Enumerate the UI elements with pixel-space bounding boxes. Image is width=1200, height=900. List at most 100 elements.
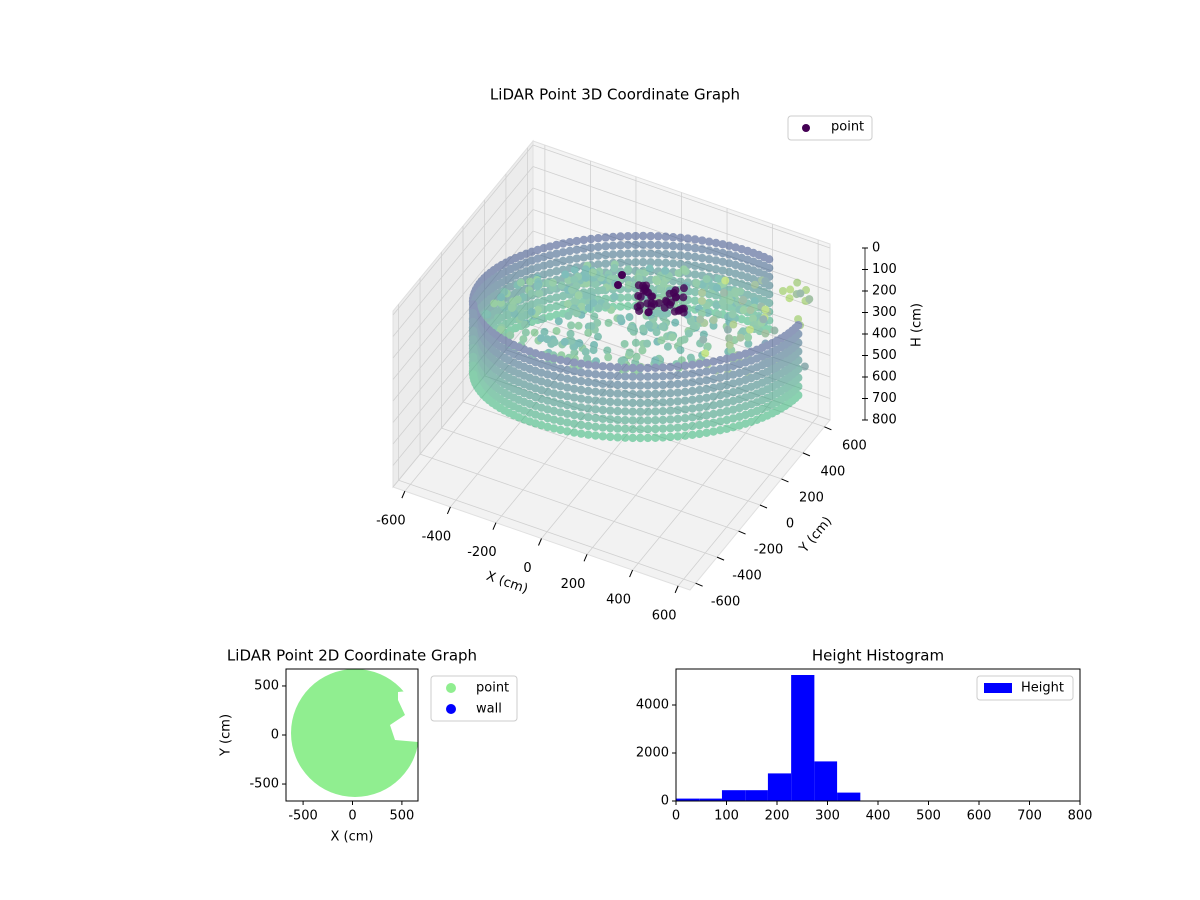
cloud-dot [651, 407, 660, 416]
cloud-dot [699, 335, 708, 344]
cloud-dot [658, 398, 668, 407]
cloud-dot [549, 380, 559, 389]
cloud-dot [715, 408, 725, 417]
cloud-dot [556, 390, 565, 400]
cloud-dot [711, 247, 721, 256]
cloud-dot [724, 267, 734, 277]
cloud-dot [728, 414, 738, 423]
tick-mark [492, 522, 497, 530]
cloud-dot [722, 424, 731, 433]
cloud-dot [564, 311, 573, 320]
cloud-dot [728, 352, 738, 362]
cloud-dot [570, 275, 579, 284]
cloud-dot [709, 383, 718, 392]
tick-mark [695, 582, 703, 587]
cloud-dot [591, 413, 600, 423]
cloud-dot [584, 430, 593, 439]
cloud-dot [591, 387, 600, 396]
cloud-dot [723, 325, 732, 334]
cloud-dot [651, 381, 660, 390]
cloud-dot [722, 407, 731, 416]
cloud-dot [667, 298, 676, 307]
cloud-dot [563, 427, 572, 436]
tick-mark [629, 569, 634, 578]
cloud-dot [701, 349, 710, 358]
legend-label: wall [476, 702, 502, 717]
bar [837, 792, 861, 801]
grid-line [532, 166, 831, 270]
grid-line [392, 166, 534, 337]
cloud-dot [598, 414, 608, 423]
cloud-dot [572, 309, 581, 318]
cloud-dot [623, 231, 633, 241]
y-tick-label: 600 [842, 438, 867, 453]
cloud-dot [549, 415, 559, 424]
bar [721, 790, 746, 801]
cloud-dot [683, 243, 693, 252]
cloud-dot [709, 392, 718, 401]
y-tick-label: 400 [821, 464, 846, 479]
cloud-dot [496, 298, 505, 307]
bar [676, 798, 700, 801]
axes-hist: 0 100 200 300 400 500 600 700 800 0 2000 4000 Height [636, 668, 1092, 824]
cloud-dot [550, 338, 559, 347]
cloud-dot [684, 329, 693, 338]
cloud-dot [736, 333, 745, 342]
cloud-dot [628, 363, 637, 373]
cloud-dot [709, 418, 718, 427]
x-tick-label: 0 [523, 561, 531, 576]
cloud-dot [586, 243, 596, 252]
cloud-dot [711, 291, 721, 300]
cloud-dot [680, 387, 690, 397]
z-axis-label: H (cm) [910, 303, 925, 347]
cloud-dot [594, 251, 603, 260]
tick-mark [446, 506, 451, 515]
cloud-dot [604, 353, 613, 362]
cloud-dot [545, 303, 555, 312]
cloud-dot [645, 264, 654, 273]
cloud-dot [690, 270, 700, 279]
cloud-dot [695, 412, 704, 421]
cloud-dot [576, 359, 586, 368]
cloud-dot [628, 424, 637, 434]
cloud-dot [628, 389, 637, 399]
cloud-dot [661, 241, 670, 250]
cloud-dot [658, 380, 668, 390]
z-tick-label: 800 [872, 413, 897, 428]
cloud-dot [666, 415, 675, 424]
legend-box [787, 115, 873, 141]
cloud-dot [715, 356, 725, 365]
cloud-dot [666, 424, 675, 433]
cloud-dot [671, 286, 680, 295]
cloud-dot [579, 253, 589, 262]
cloud-dot [715, 426, 725, 435]
cloud-dot [608, 241, 618, 250]
chart-title: Height Histogram [812, 647, 944, 665]
cloud-dot [695, 368, 704, 377]
cloud-dot [560, 337, 569, 346]
cloud-dot [584, 328, 593, 337]
cloud-dot [688, 395, 697, 405]
cloud-dot [591, 361, 600, 370]
cloud-dot [606, 406, 615, 415]
cloud-dot [563, 392, 572, 401]
cloud-dot [520, 320, 529, 329]
cloud-dot [721, 276, 730, 285]
grid-line [392, 144, 534, 316]
cloud-dot [543, 279, 552, 288]
cloud-dot [623, 301, 633, 311]
cloud-dot [635, 274, 644, 283]
cloud-dot [587, 322, 596, 331]
cloud-dot [631, 338, 640, 347]
cloud-dot [620, 339, 629, 348]
cloud-dot [651, 275, 660, 284]
cloud-dot [594, 233, 603, 243]
cloud-dot [695, 377, 704, 386]
cloud-dot [750, 296, 759, 305]
cloud-dot [722, 389, 731, 398]
x-tick-label: 500 [916, 809, 941, 824]
y-axis-label: Y (cm) [796, 514, 835, 557]
cloud-dot [731, 287, 740, 296]
cloud-dot [616, 232, 625, 241]
cloud-dot [690, 261, 700, 270]
